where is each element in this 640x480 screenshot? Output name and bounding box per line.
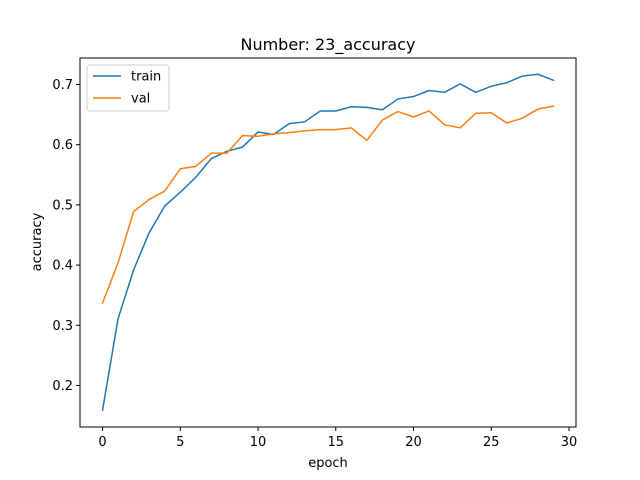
plot-area <box>101 73 555 412</box>
y-axis-ticks: 0.2 0.3 0.4 0.5 0.6 0.7 <box>52 78 80 394</box>
x-tick-label: 20 <box>405 435 422 450</box>
series-line-val <box>101 105 555 304</box>
legend-label-val: val <box>131 92 150 107</box>
y-tick-label: 0.4 <box>52 259 73 274</box>
legend-label-train: train <box>131 70 161 85</box>
x-tick-label: 10 <box>250 435 267 450</box>
x-tick-label: 5 <box>176 435 184 450</box>
y-tick-label: 0.2 <box>52 379 73 394</box>
chart-title: Number: 23_accuracy <box>240 35 415 55</box>
y-tick-label: 0.7 <box>52 78 73 93</box>
x-tick-label: 30 <box>561 435 578 450</box>
y-tick-label: 0.3 <box>52 319 73 334</box>
x-tick-label: 25 <box>483 435 500 450</box>
x-tick-label: 15 <box>328 435 345 450</box>
plot-frame <box>79 57 577 428</box>
x-axis-label: epoch <box>308 456 348 471</box>
legend: train val <box>86 64 170 112</box>
y-axis-label: accuracy <box>30 212 45 271</box>
x-tick-label: 0 <box>98 435 106 450</box>
series-line-train <box>101 73 555 412</box>
y-tick-label: 0.6 <box>52 138 73 153</box>
y-tick-label: 0.5 <box>52 198 73 213</box>
x-axis-ticks: 0 5 10 15 20 25 30 <box>98 427 577 450</box>
